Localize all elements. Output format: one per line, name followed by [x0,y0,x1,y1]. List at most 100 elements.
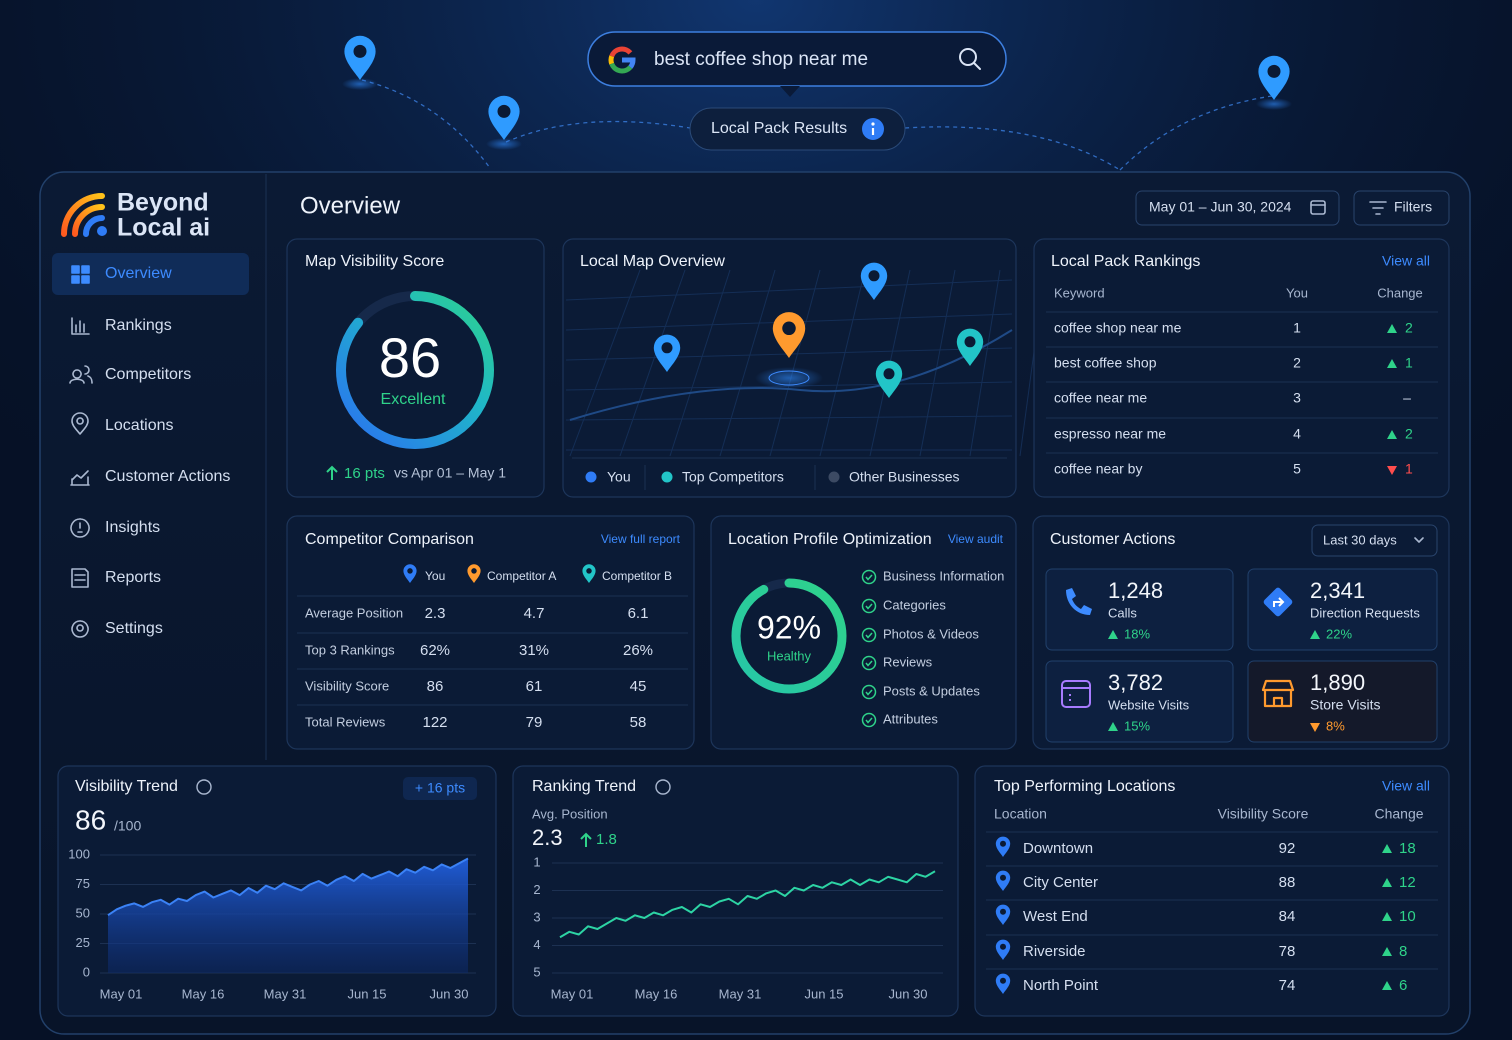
nav-item[interactable]: Overview [105,265,172,282]
location-score: 88 [1279,874,1296,891]
y-tick-label: 0 [83,964,90,979]
nav-item[interactable]: Settings [105,620,163,637]
pin-dot [407,568,413,574]
arrow-up [1382,981,1392,990]
check-mark [865,574,873,581]
action-value: 1,248 [1108,578,1163,603]
arrow-up [326,465,338,480]
legend-pin [467,564,481,583]
location-name: Riverside [1023,943,1086,960]
nav-item[interactable]: Locations [105,417,174,434]
metric-value: 4.7 [524,605,545,622]
arrow-up [1387,430,1397,439]
nav-item[interactable]: Insights [105,519,160,536]
action-card [1045,660,1234,743]
gauge-value: 86 [379,326,441,389]
arrow-up [580,832,592,847]
nav-active [52,253,249,295]
card-title: Ranking Trend [532,778,636,795]
pin-glow [755,367,823,389]
location-pin [995,973,1011,994]
page-title: Overview [300,192,401,219]
pin-dot [586,568,592,574]
y-tick-label: 1 [533,854,540,869]
metric: Visibility Score [305,678,389,693]
badge-text: + 16 pts [415,780,465,796]
y-tick-label: 25 [76,935,90,950]
search-lens [959,48,977,66]
pin-dot [1000,840,1006,847]
filters-button[interactable] [1353,190,1450,226]
pin-body [772,312,806,358]
pin-body [344,35,376,80]
arrow-up [1387,324,1397,333]
metric-value: 86 [427,678,444,695]
check-icon [861,627,877,643]
nav-item[interactable]: Customer Actions [105,468,230,485]
map-road [669,269,731,457]
date-button[interactable] [1135,190,1340,226]
current-position: 2.3 [532,825,563,850]
view-audit[interactable]: View audit [948,532,1004,546]
trend-out-of: /100 [114,818,141,834]
rank: 1 [1293,320,1301,336]
badge-text: Local Pack Results [711,120,847,137]
pin-dot [1267,64,1281,78]
metric: Average Position [305,605,403,620]
view-report[interactable]: View full report [601,532,681,546]
logo-red [609,46,633,58]
period-dropdown[interactable] [1311,524,1438,557]
pin-dot [883,368,895,380]
rank-change: 2 [1405,426,1413,442]
map-pin [653,334,681,372]
location-pin [995,904,1011,925]
logo-arc [83,215,105,237]
logo-yellow [608,55,615,65]
pin-body [653,334,681,372]
column-header: You [1286,285,1308,300]
nav-item[interactable]: Rankings [105,317,172,334]
action-change: 8% [1326,718,1345,733]
rank: 4 [1293,426,1301,442]
card-title: Location Profile Optimization [728,531,932,548]
check-mark [865,603,873,610]
map-road-main [569,329,1013,421]
legend-label: Top Competitors [682,469,784,485]
metric-value: 58 [630,714,647,731]
view-all[interactable]: View all [1382,253,1430,269]
x-tick-label: May 16 [182,986,225,1001]
nav-item[interactable]: Reports [105,569,161,586]
location-score: 92 [1279,840,1296,857]
arrow-up [1108,722,1118,731]
card-title: Local Pack Rankings [1051,253,1200,270]
pin-body [1258,55,1290,100]
logo-arc [72,204,105,237]
nav-item[interactable]: Competitors [105,366,191,383]
checklist-item: Categories [883,597,946,612]
check-mark [865,717,873,724]
chevron [1414,537,1424,543]
location-change: 18 [1399,840,1416,857]
card-title: Map Visibility Score [305,253,444,270]
logo-dot [97,226,107,236]
y-tick-label: 3 [533,909,540,924]
map-pin-you [772,312,806,358]
pin-dot [471,568,477,574]
metric-value: 62% [420,642,450,659]
legend-label: You [607,469,631,485]
search-icon[interactable] [959,48,981,70]
map-pin [860,262,888,300]
column-header: Competitor B [602,569,672,583]
pin-dot [1000,977,1006,984]
map-road [565,279,1013,301]
location-change: 8 [1399,943,1407,960]
action-card [1247,568,1438,651]
location-pin [995,939,1011,960]
card-title: Local Map Overview [580,253,725,270]
checklist-item: Attributes [883,711,938,726]
location-change: 6 [1399,977,1407,994]
routes [361,79,1273,171]
keyword: coffee shop near me [1054,320,1182,336]
view-all[interactable]: View all [1382,778,1430,794]
rank: 3 [1293,390,1301,406]
